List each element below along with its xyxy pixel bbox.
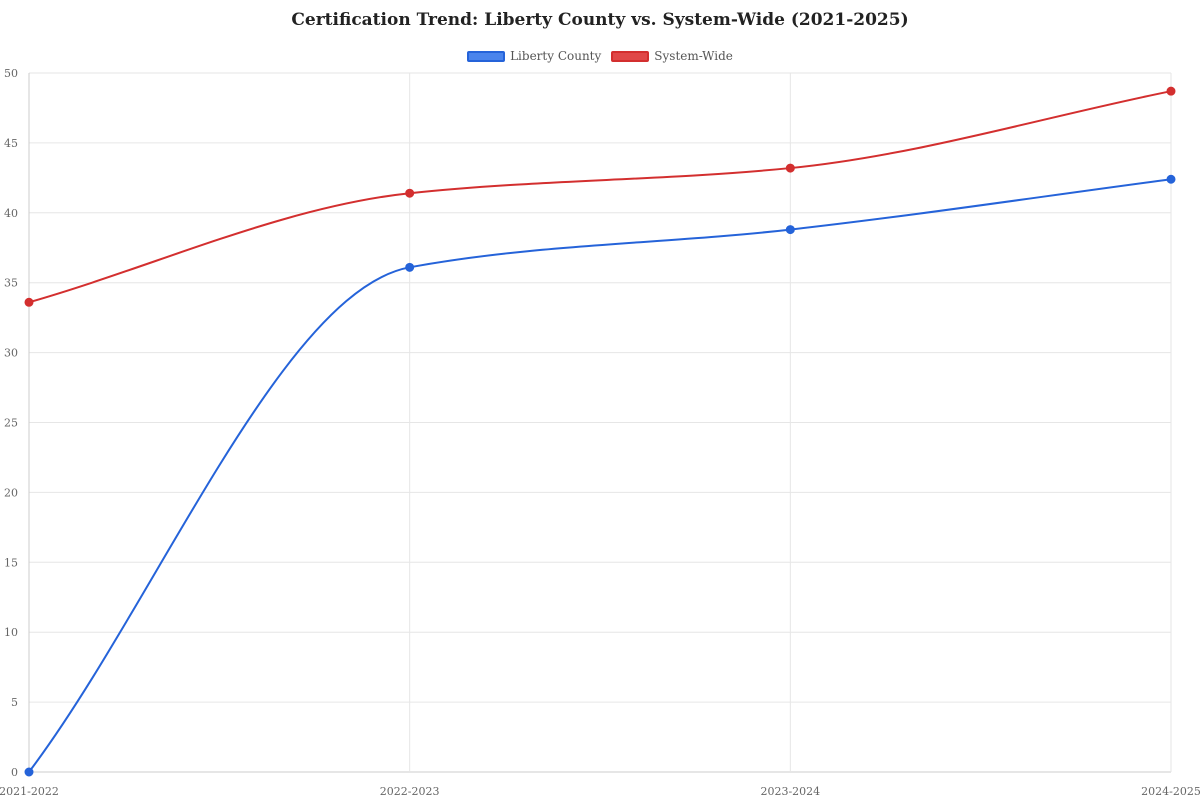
data-point-liberty-county[interactable] <box>24 767 34 777</box>
y-tick-label: 35 <box>4 277 18 290</box>
x-tick-label: 2023-2024 <box>760 785 820 798</box>
y-tick-label: 30 <box>4 347 18 360</box>
y-tick-label: 15 <box>4 556 18 569</box>
data-point-system-wide[interactable] <box>405 188 415 198</box>
data-point-system-wide[interactable] <box>1166 86 1176 96</box>
y-tick-label: 0 <box>11 766 18 779</box>
legend-label-liberty-county: Liberty County <box>510 49 602 63</box>
y-tick-label: 40 <box>4 207 18 220</box>
series-line-system-wide <box>28 90 1172 304</box>
axis-layer: 0 5 10 15 20 25 30 35 40 45 50 2021-2022 2022-2023 20… <box>0 67 1200 798</box>
y-tick-label: 5 <box>11 696 18 709</box>
grid-layer <box>28 72 1172 773</box>
series-line-liberty-county <box>28 178 1172 773</box>
legend-label-system-wide: System-Wide <box>654 49 733 63</box>
chart-title: Certification Trend: Liberty County vs. … <box>291 10 909 30</box>
data-point-system-wide[interactable] <box>24 297 34 307</box>
legend-swatch-system-wide <box>611 50 650 62</box>
y-tick-label: 45 <box>4 137 18 150</box>
legend-swatch-liberty-county <box>467 50 506 62</box>
y-tick-label: 20 <box>4 486 18 499</box>
y-tick-label: 10 <box>4 626 18 639</box>
y-tick-label: 25 <box>4 417 18 430</box>
data-point-system-wide[interactable] <box>785 163 795 173</box>
legend-item-system-wide[interactable]: System-Wide <box>611 49 733 63</box>
x-tick-label: 2024-2025 <box>1141 785 1200 798</box>
series-layer <box>24 86 1176 777</box>
data-point-liberty-county[interactable] <box>1166 174 1176 184</box>
y-tick-label: 50 <box>4 67 18 80</box>
data-point-liberty-county[interactable] <box>405 262 415 272</box>
legend-item-liberty-county[interactable]: Liberty County <box>467 49 601 63</box>
x-tick-label: 2022-2023 <box>380 785 440 798</box>
x-tick-label: 2021-2022 <box>0 785 59 798</box>
legend: Liberty County System-Wide <box>0 49 1200 63</box>
data-point-liberty-county[interactable] <box>785 225 795 235</box>
